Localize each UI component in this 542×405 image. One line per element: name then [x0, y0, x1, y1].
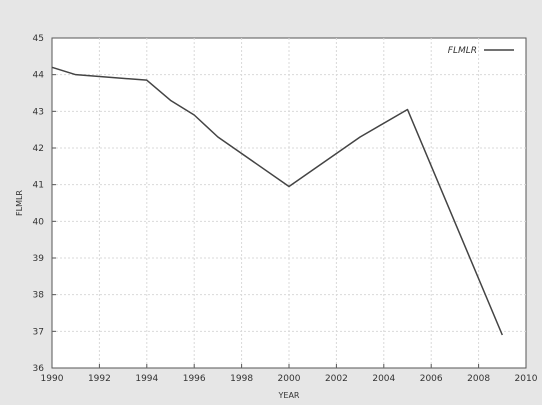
x-tick-label: 1992 [88, 374, 111, 384]
y-tick-label: 41 [33, 181, 44, 191]
x-tick-label: 2008 [467, 374, 490, 384]
axis-ticks: 1990 1992 1994 1996 1998 2000 2002 2004 2006 2008… [33, 34, 538, 384]
x-tick-label: 2002 [325, 374, 348, 384]
x-tick-label: 2010 [515, 374, 538, 384]
x-tick-label: 2006 [420, 374, 443, 384]
x-tick-label: 1996 [183, 374, 206, 384]
y-tick-label: 42 [33, 144, 44, 154]
y-tick-label: 43 [33, 107, 44, 117]
series-line-flmlr [51, 66, 503, 336]
legend: FLMLR [448, 46, 514, 56]
x-axis-title: YEAR [278, 391, 300, 400]
y-tick-label: 45 [33, 34, 44, 44]
y-axis-title: FLMLR [15, 190, 24, 216]
x-tick-label: 1994 [135, 374, 158, 384]
y-tick-label: 37 [33, 327, 44, 337]
legend-label-flmlr: FLMLR [448, 46, 477, 56]
y-tick-label: 44 [33, 71, 45, 81]
y-tick-label: 38 [33, 291, 45, 301]
y-tick-label: 39 [33, 254, 45, 264]
x-tick-label: 2004 [372, 374, 395, 384]
x-tick-label: 1998 [230, 374, 253, 384]
series-lines [51, 66, 503, 336]
x-tick-label: 1990 [41, 374, 64, 384]
grid-lines [52, 38, 526, 368]
y-tick-label: 40 [33, 217, 45, 227]
x-tick-label: 2000 [278, 374, 301, 384]
y-tick-label: 36 [33, 364, 45, 374]
